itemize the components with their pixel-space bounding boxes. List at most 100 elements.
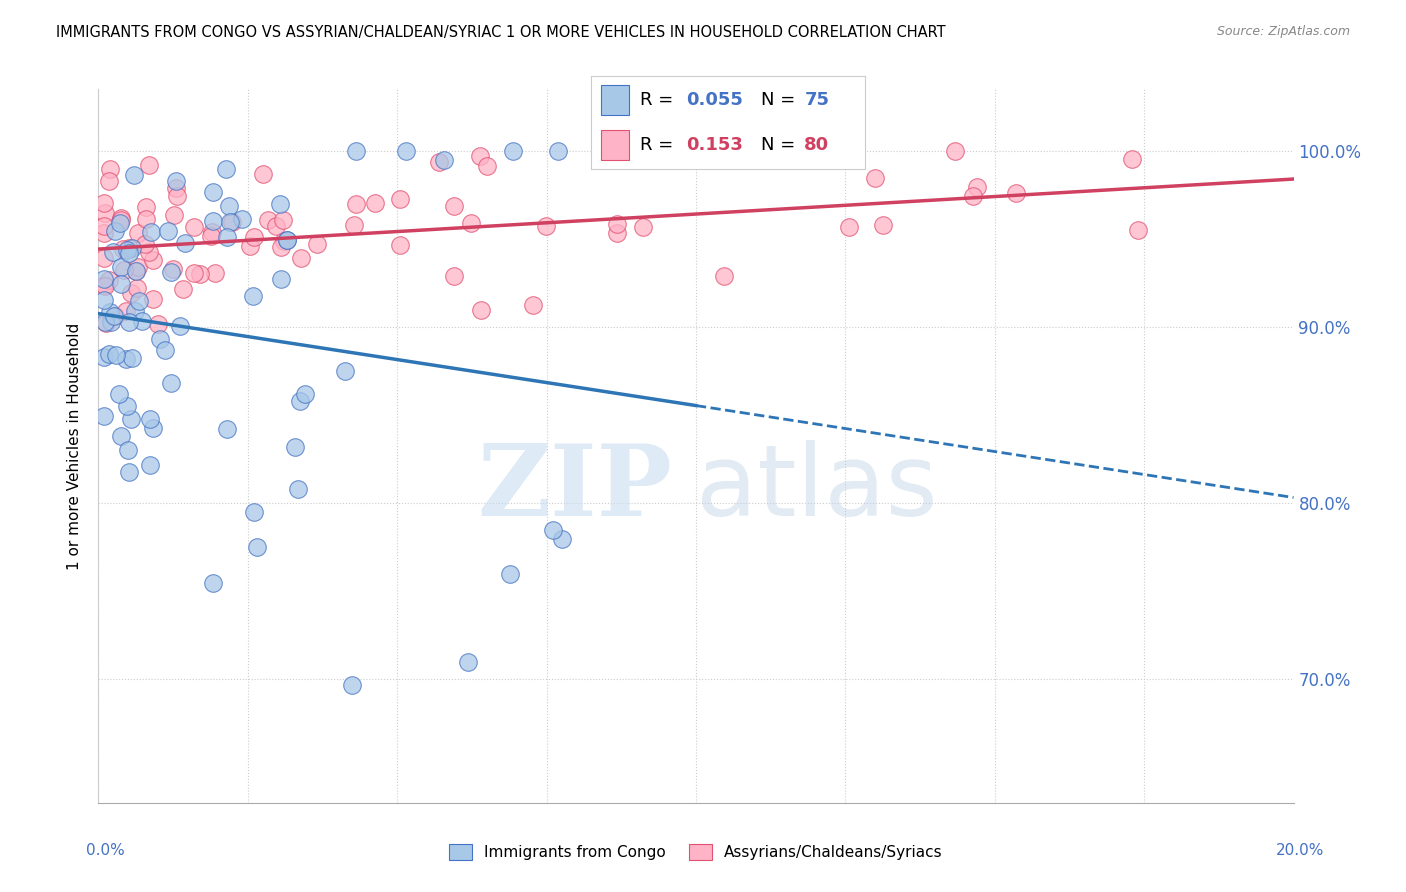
Text: 0.153: 0.153 [686,136,744,154]
Point [142,252,165,267]
Point [270,240,292,254]
Point [124,304,146,318]
Point [307,236,329,251]
Point [124,264,146,278]
Point [713,269,735,284]
Point [1121,152,1143,166]
Point [1005,186,1028,200]
Point [242,505,264,519]
Point [110,212,132,227]
Point [125,263,148,277]
Y-axis label: 1 or more Vehicles in Household: 1 or more Vehicles in Household [67,322,83,570]
Point [183,266,205,280]
Point [159,265,181,279]
Point [271,212,294,227]
Point [502,144,524,158]
Point [166,189,188,203]
Point [606,217,628,231]
Point [294,387,316,401]
Point [243,229,266,244]
Point [135,211,157,226]
Point [266,219,288,233]
Point [117,245,139,260]
Point [105,348,128,362]
Point [98,305,121,319]
Point [188,267,211,281]
Point [103,244,125,259]
Point [93,251,115,265]
Point [202,213,225,227]
Point [108,387,131,401]
Point [148,317,170,331]
Point [395,144,418,158]
Bar [602,85,628,115]
Point [872,218,894,232]
Point [270,272,292,286]
Point [543,523,565,537]
Text: 75: 75 [804,91,830,109]
Point [269,196,291,211]
Point [118,242,141,256]
Point [838,220,860,235]
Text: 0.0%: 0.0% [86,843,125,858]
Point [172,282,194,296]
Point [443,199,465,213]
Point [93,277,115,292]
Point [943,144,966,158]
Text: 0.055: 0.055 [686,91,744,109]
Point [120,412,142,426]
Point [219,214,242,228]
Point [93,350,115,364]
Point [460,216,482,230]
Point [468,148,491,162]
Point [138,158,160,172]
Point [94,315,117,329]
Point [153,343,176,358]
Point [121,351,143,365]
Bar [602,130,628,160]
Point [433,153,456,167]
Point [245,541,267,555]
Text: N =: N = [761,136,800,154]
Point [110,277,132,291]
Point [284,440,307,454]
Point [110,211,132,225]
Point [242,289,264,303]
Point [427,155,450,169]
Point [276,233,298,247]
Text: 80: 80 [804,136,830,154]
Point [344,144,367,158]
Point [202,575,225,590]
Point [115,303,138,318]
Point [333,364,356,378]
Point [108,215,131,229]
Point [966,179,988,194]
Point [134,237,156,252]
Point [165,181,187,195]
Point [202,185,225,199]
Point [97,174,120,188]
Point [93,409,115,423]
Point [183,220,205,235]
Point [477,159,499,173]
Point [118,315,141,329]
Point [606,226,628,240]
Point [103,309,125,323]
Text: 20.0%: 20.0% [1277,843,1324,858]
Point [165,174,187,188]
Point [115,351,138,366]
Point [221,215,243,229]
Point [112,263,135,277]
Point [110,260,132,275]
Point [135,200,157,214]
Point [343,218,366,232]
Text: R =: R = [640,136,679,154]
Point [290,394,312,409]
Legend: Immigrants from Congo, Assyrians/Chaldeans/Syriacs: Immigrants from Congo, Assyrians/Chaldea… [443,838,949,866]
Point [149,332,172,346]
Point [131,314,153,328]
Point [93,272,115,286]
Point [457,655,479,669]
Point [98,273,121,287]
Text: R =: R = [640,91,679,109]
